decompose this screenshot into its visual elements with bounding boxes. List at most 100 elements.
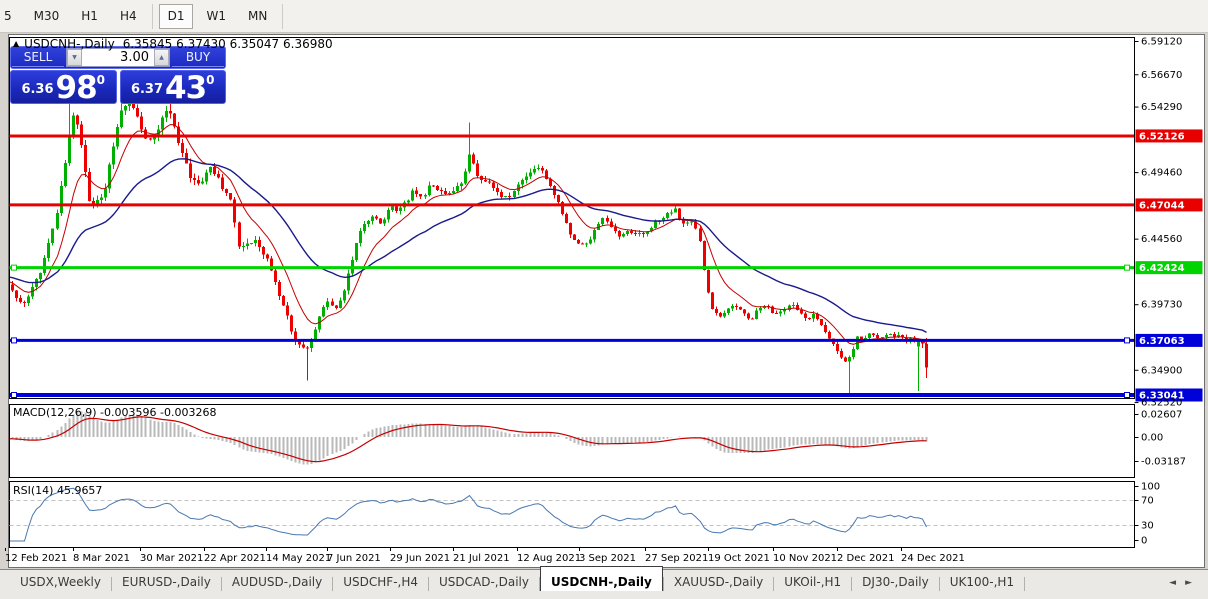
- rect-element: [331, 301, 334, 306]
- horizontal-line-6.42424[interactable]: 6.42424: [9, 261, 1203, 275]
- x-axis-date-label[interactable]: 29 Jun 2021: [390, 553, 450, 564]
- rect-element: [537, 167, 540, 169]
- tabs-scroll-left-icon[interactable]: ◄: [1169, 578, 1177, 588]
- chart-tab-usdcnh-[interactable]: USDCNH-,Daily: [539, 566, 663, 591]
- moving-average-line-10[interactable]: [9, 123, 927, 346]
- timeframe-button-h4[interactable]: H4: [119, 9, 137, 23]
- volume-decrease-button[interactable]: ▼: [67, 49, 82, 66]
- sell-price-sup: 0: [96, 73, 106, 87]
- rect-element: [375, 216, 378, 219]
- x-axis-date-label[interactable]: 2 Dec 2021: [837, 553, 895, 564]
- rect-element: [529, 172, 532, 177]
- horizontal-line-6.37063[interactable]: 6.37063: [9, 333, 1203, 347]
- x-axis-date-label[interactable]: 19 Oct 2021: [708, 553, 770, 564]
- x-axis-date-label[interactable]: 3 Sep 2021: [579, 553, 636, 564]
- rect-element: [56, 212, 59, 229]
- volume-increase-button[interactable]: ▲: [154, 49, 169, 66]
- y-axis-tick-label[interactable]: 6.39730: [1141, 300, 1182, 311]
- tab-separator: [538, 577, 540, 591]
- y-axis-tick-label[interactable]: 6.44560: [1141, 234, 1182, 245]
- rect-element: [19, 298, 22, 303]
- collapse-panel-icon[interactable]: ▲: [13, 39, 20, 48]
- rect-element: [294, 331, 297, 342]
- x-axis-date-label[interactable]: 10 Nov 2021: [773, 553, 837, 564]
- rect-element: [88, 171, 91, 202]
- y-axis-tick-label[interactable]: 6.54290: [1141, 102, 1182, 113]
- timeframe-button-h1[interactable]: H1: [81, 9, 98, 23]
- rect-element: [144, 129, 147, 139]
- rect-element: [868, 333, 871, 338]
- rect-element: [852, 348, 855, 358]
- rect-element: [213, 166, 216, 174]
- chart-tab-usdcad-[interactable]: USDCAD-,Daily: [439, 575, 529, 589]
- tabs-scroll-right-icon[interactable]: ►: [1185, 578, 1192, 588]
- price-line-label: 6.42424: [1139, 263, 1185, 274]
- rsi-pane[interactable]: [9, 481, 1135, 548]
- x-axis-date-label[interactable]: 12 Feb 2021: [5, 553, 67, 564]
- rect-element: [666, 213, 669, 218]
- rect-element: [1135, 129, 1203, 143]
- rect-element: [96, 200, 99, 204]
- rect-element: [161, 117, 164, 130]
- x-axis-date-label[interactable]: 27 Sep 2021: [645, 553, 708, 564]
- timeframe-button-d1[interactable]: D1: [158, 3, 194, 29]
- macd-indicator-label: MACD(12,26,9) -0.003596 -0.003268: [13, 406, 216, 419]
- rect-element: [719, 313, 722, 317]
- rect-element: [181, 143, 184, 154]
- horizontal-line-6.47044[interactable]: 6.47044: [9, 198, 1203, 212]
- x-axis-date-label[interactable]: 12 Aug 2021: [517, 553, 581, 564]
- rect-element: [335, 305, 338, 309]
- rect-element: [108, 164, 111, 189]
- rect-element: [165, 110, 168, 118]
- macd-pane[interactable]: [9, 404, 1135, 478]
- y-axis-tick-label[interactable]: 6.49460: [1141, 168, 1182, 179]
- rect-element: [690, 221, 693, 223]
- x-axis-date-label[interactable]: 30 Mar 2021: [140, 553, 203, 564]
- chart-tab-dj30-[interactable]: DJ30-,Daily: [862, 575, 929, 589]
- x-axis-date-label[interactable]: 7 Jun 2021: [327, 553, 381, 564]
- buy-button[interactable]: BUY: [172, 48, 224, 67]
- chart-tab-ukoil-[interactable]: UKOil-,H1: [784, 575, 842, 589]
- x-axis-date-label[interactable]: 8 Mar 2021: [73, 553, 130, 564]
- x-axis-date-label[interactable]: 21 Jul 2021: [453, 553, 510, 564]
- y-axis-tick-label[interactable]: 6.59120: [1141, 37, 1182, 48]
- rect-element: [322, 306, 325, 317]
- y-axis-tick-label[interactable]: 6.56670: [1141, 70, 1182, 81]
- timeframe-button-mn[interactable]: MN: [247, 9, 268, 23]
- chart-symbol-label: USDCNH-,Daily: [24, 37, 115, 51]
- rect-element: [848, 357, 851, 362]
- rect-element: [460, 183, 463, 186]
- timeframe-button-m30[interactable]: M30: [33, 9, 60, 23]
- timeframe-button-5[interactable]: 5: [4, 9, 12, 23]
- buy-price-big: 43: [165, 70, 207, 106]
- buy-price-button[interactable]: 6.37 43 0: [119, 70, 226, 106]
- rect-element: [618, 231, 621, 237]
- chart-tab-uk100-[interactable]: UK100-,H1: [949, 575, 1015, 589]
- rect-element: [517, 184, 520, 192]
- chart-tab-usdx[interactable]: USDX,Weekly: [20, 575, 101, 589]
- x-axis-date-label[interactable]: 14 May 2021: [266, 553, 331, 564]
- rect-element: [504, 196, 507, 198]
- rect-element: [185, 153, 188, 164]
- sell-button[interactable]: SELL: [12, 48, 64, 67]
- chart-tab-usdchf-[interactable]: USDCHF-,H4: [343, 575, 418, 589]
- timeframe-button-w1[interactable]: W1: [206, 9, 226, 23]
- chart-tab-xauusd-[interactable]: XAUUSD-,Daily: [673, 575, 764, 589]
- moving-average-line-34[interactable]: [9, 158, 927, 334]
- chart-tab-audusd-[interactable]: AUDUSD-,Daily: [231, 575, 323, 589]
- x-axis-date-label[interactable]: 24 Dec 2021: [901, 553, 965, 564]
- y-axis-tick-label[interactable]: 6.32520: [1141, 398, 1182, 409]
- rect-element: [189, 163, 192, 179]
- rect-element: [488, 181, 491, 183]
- rect-element: [606, 218, 609, 222]
- volume-input[interactable]: 3.00: [120, 50, 149, 65]
- rect-element: [51, 228, 54, 244]
- chart-tab-eurusd-[interactable]: EURUSD-,Daily: [122, 575, 211, 589]
- sell-price-button[interactable]: 6.36 98 0: [10, 70, 117, 104]
- rect-element: [290, 315, 293, 332]
- rect-element: [824, 324, 827, 333]
- y-axis-tick-label[interactable]: 6.34900: [1141, 365, 1182, 376]
- x-axis-date-label[interactable]: 22 Apr 2021: [204, 553, 266, 564]
- horizontal-line-6.52126[interactable]: 6.52126: [9, 129, 1203, 143]
- horizontal-line-6.33041[interactable]: 6.33041: [9, 388, 1203, 402]
